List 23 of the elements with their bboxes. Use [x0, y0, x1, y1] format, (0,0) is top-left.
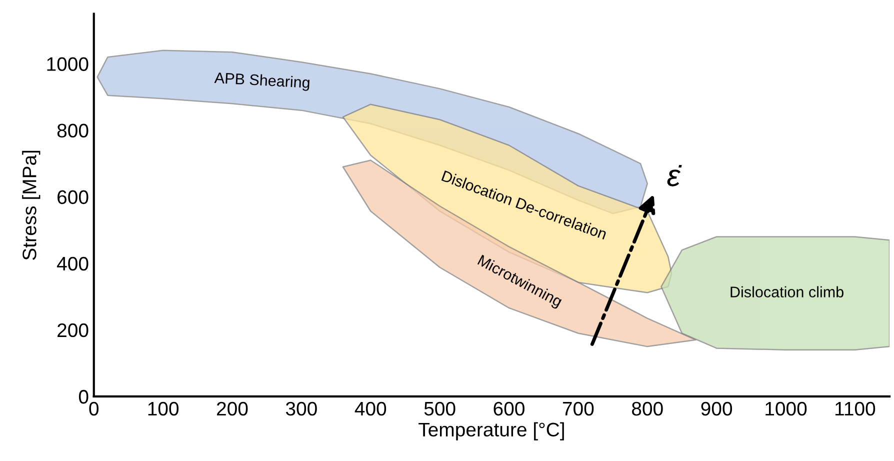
x-tick-label: 900 — [701, 402, 732, 416]
x-tick-label: 0 — [89, 402, 99, 416]
y-tick-label: 400 — [57, 256, 88, 271]
x-tick-label: 300 — [286, 402, 317, 416]
x-tick-label: 800 — [632, 402, 663, 416]
series-label: APB Shearing — [214, 72, 310, 92]
y-tick-label: 0 — [78, 390, 88, 404]
x-tick-label: 200 — [217, 402, 248, 416]
annotation: ε̇ — [667, 164, 682, 186]
x-tick-label: 1000 — [766, 402, 807, 416]
series-label: Dislocation climb — [730, 286, 844, 298]
x-tick-label: 1100 — [836, 402, 876, 416]
x-axis-title: Temperature [°C] — [418, 422, 564, 440]
x-tick-label: 100 — [148, 402, 179, 416]
y-tick-label: 200 — [58, 323, 88, 338]
x-tick-label: 700 — [562, 402, 594, 416]
x-tick-label: 500 — [424, 402, 456, 416]
y-tick-label: 1000 — [47, 57, 88, 71]
y-tick-label: 600 — [58, 190, 88, 204]
y-axis-title: Stress [MPa] — [22, 150, 40, 260]
y-tick-label: 800 — [57, 124, 88, 138]
x-tick-label: 400 — [354, 402, 386, 416]
x-tick-label: 600 — [494, 402, 524, 416]
